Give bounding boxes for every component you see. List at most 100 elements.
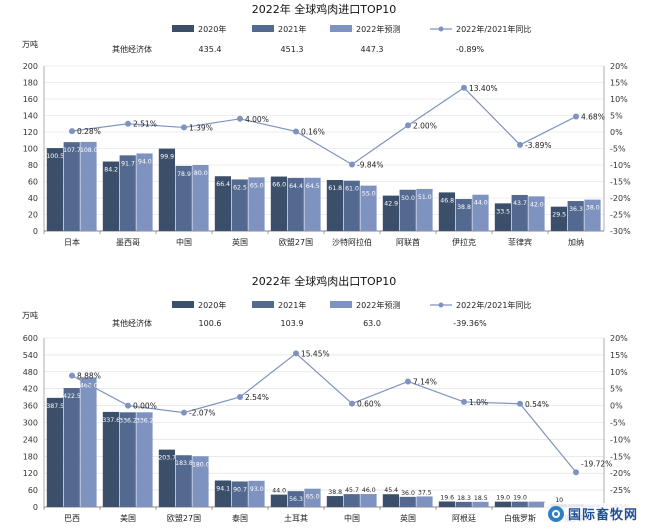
import-bar-2-6 (416, 188, 433, 231)
import-yoy-point-6 (405, 122, 411, 129)
export-y-tick-label: 60 (28, 486, 38, 495)
export-yoy-label-8: 0.54% (525, 400, 549, 409)
import-bar-1-5 (343, 180, 360, 231)
export-legend-swatch-1 (252, 301, 274, 308)
export-category-label-5: 中国 (344, 513, 360, 523)
export-bar-2-2 (192, 456, 209, 507)
import-y-tick-label: 40 (28, 194, 38, 203)
import-yoy-label-5: -9.84% (357, 160, 384, 169)
import-yoy-label-0: 0.28% (77, 127, 101, 136)
export-category-label-8: 白俄罗斯 (504, 513, 536, 523)
import-yoy-point-7 (461, 84, 467, 91)
import-legend-swatch-1 (252, 25, 274, 32)
export-bar-1-5 (343, 494, 360, 507)
export-category-label-2: 欧盟27国 (167, 513, 201, 523)
export-bar-2-7 (472, 501, 489, 507)
import-bar-label-1-5: 61.0 (345, 186, 359, 193)
export-bar-2-5 (360, 494, 377, 507)
export-bar-label-0-0: 387.5 (46, 403, 64, 410)
export-other-row-3: 63.0 (363, 319, 381, 328)
import-bar-2-7 (472, 194, 489, 231)
import-bar-label-2-6: 51.0 (418, 194, 432, 201)
export-y-tick-label: 420 (23, 385, 38, 394)
import-other-row-4: -0.89% (456, 45, 485, 54)
export-y-tick-label: 360 (23, 402, 38, 411)
export-bar-label-1-4: 56.3 (289, 496, 303, 503)
export-y2-tick-label: 0% (610, 402, 623, 411)
export-y2-tick-label: -25% (610, 486, 631, 495)
export-y2-tick-label: -15% (610, 452, 631, 461)
import-bar-0-3 (214, 176, 231, 231)
export-bar-label-2-6: 37.5 (418, 489, 432, 496)
export-yoy-point-5 (349, 400, 355, 407)
export-y-tick-label: 300 (23, 419, 38, 428)
import-bar-label-0-3: 66.4 (216, 181, 230, 188)
export-yoy-point-0 (69, 372, 75, 379)
export-legend-line-marker (438, 302, 444, 308)
import-bar-label-1-3: 62.5 (233, 184, 247, 191)
export-bar-label-0-3: 94.1 (216, 485, 230, 492)
export-bar-1-4 (287, 491, 304, 507)
import-bar-0-7 (438, 192, 455, 231)
export-bar-2-0 (80, 377, 97, 507)
import-category-label-9: 加纳 (568, 237, 584, 247)
export-bar-1-7 (455, 501, 472, 507)
export-legend-label-1: 2021年 (278, 300, 306, 310)
export-bar-label-2-2: 180.0 (192, 461, 210, 468)
import-y2-tick-label: 0% (610, 128, 623, 137)
import-bar-2-8 (528, 196, 545, 231)
export-bar-0-2 (158, 449, 175, 507)
export-bar-label-1-3: 90.7 (233, 486, 247, 493)
export-yoy-point-9 (573, 469, 579, 476)
import-y2-tick-label: 10% (610, 95, 628, 104)
export-bar-label-1-7: 18.3 (457, 495, 471, 502)
export-bar-label-1-0: 422.5 (63, 393, 81, 400)
export-bar-label-0-8: 19.0 (496, 495, 510, 502)
export-y-unit-label: 万吨 (22, 310, 38, 320)
export-yoy-point-8 (517, 400, 523, 407)
import-bar-label-1-0: 107.7 (63, 147, 81, 154)
import-bar-2-0 (80, 141, 97, 231)
export-bar-label-0-2: 203.7 (158, 455, 176, 462)
export-legend-label-0: 2020年 (198, 300, 226, 310)
export-bar-2-4 (304, 488, 321, 507)
import-legend-label-0: 2020年 (198, 24, 226, 34)
import-bar-label-0-4: 66.0 (272, 182, 286, 189)
export-bar-label-0-4: 44.0 (272, 488, 286, 495)
import-bar-label-2-8: 42.0 (530, 201, 544, 208)
export-legend-label-2: 2022年预测 (356, 300, 400, 310)
export-yoy-point-2 (181, 409, 187, 416)
import-chart-title: 2022年 全球鸡肉进口TOP10 (252, 2, 397, 16)
import-y2-tick-label: 15% (610, 79, 628, 88)
export-yoy-label-2: -2.07% (189, 409, 216, 418)
import-y2-tick-label: -30% (610, 227, 631, 236)
import-legend-swatch-0 (172, 25, 194, 32)
import-bar-0-9 (550, 206, 567, 231)
import-bar-1-1 (119, 155, 136, 231)
export-bar-2-1 (136, 412, 153, 507)
import-other-row-1: 435.4 (199, 45, 222, 54)
export-yoy-point-4 (293, 350, 299, 357)
export-bar-0-3 (214, 480, 231, 507)
export-bar-label-2-5: 46.0 (362, 487, 376, 494)
import-y2-tick-label: 20% (610, 62, 628, 71)
export-bar-0-0 (46, 397, 63, 507)
export-y-tick-label: 600 (23, 334, 38, 343)
export-y-tick-label: 480 (23, 368, 38, 377)
export-y2-tick-label: -10% (610, 435, 631, 444)
import-y2-tick-label: -10% (610, 161, 631, 170)
export-legend-swatch-2 (330, 301, 352, 308)
globe-logo-icon (547, 505, 564, 522)
export-bar-label-1-5: 45.7 (345, 487, 359, 494)
import-yoy-point-2 (181, 124, 187, 131)
import-yoy-point-3 (237, 115, 243, 122)
export-legend-label-3: 2022年/2021年同比 (456, 300, 531, 310)
watermark: 国际畜牧网 (543, 503, 642, 524)
import-bar-label-0-1: 84.2 (104, 167, 118, 174)
export-category-label-3: 泰国 (232, 513, 248, 523)
import-y-tick-label: 200 (23, 62, 38, 71)
import-bar-label-2-7: 44.0 (474, 200, 488, 207)
import-bar-1-0 (63, 142, 80, 231)
import-legend-line-marker (438, 26, 444, 32)
export-bar-1-1 (119, 412, 136, 507)
